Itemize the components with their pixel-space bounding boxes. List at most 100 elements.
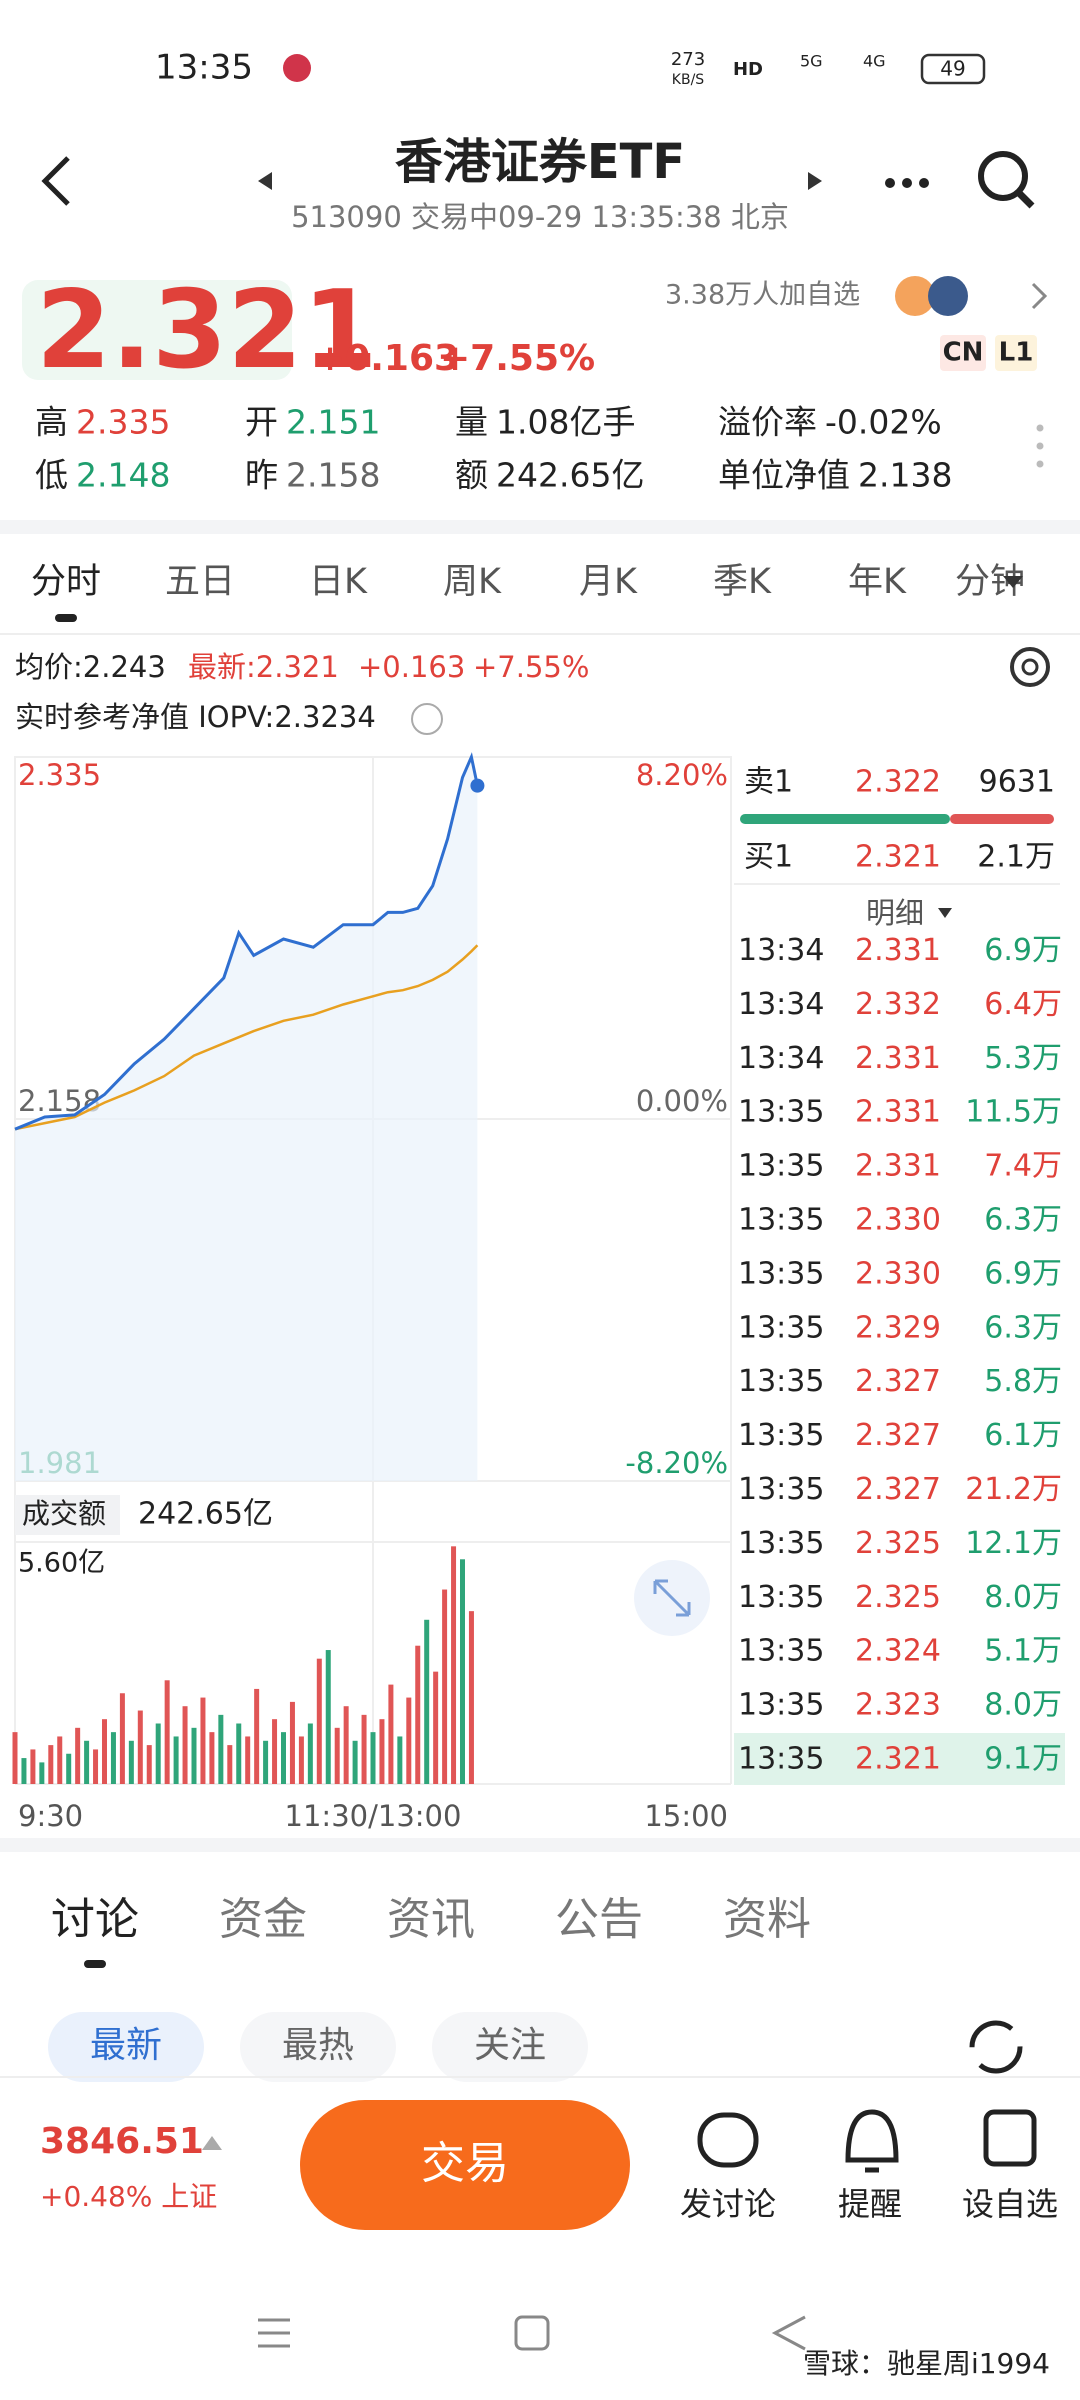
volume-bar xyxy=(93,1749,99,1784)
watchlist-icon[interactable] xyxy=(983,2109,1037,2167)
stat-value: -0.02% xyxy=(825,403,942,442)
iopv: 实时参考净值 IOPV:2.3234 xyxy=(15,700,376,734)
content-tab[interactable]: 讨论 xyxy=(51,1894,139,1945)
discuss-icon[interactable] xyxy=(697,2112,759,2168)
stat-value: 242.65亿 xyxy=(496,456,644,495)
trade-price: 2.331 xyxy=(855,1041,941,1076)
stat-label: 额 xyxy=(455,456,488,495)
settings-button[interactable] xyxy=(1010,647,1050,687)
trade-volume: 5.1万 xyxy=(984,1634,1062,1669)
refresh-button[interactable] xyxy=(969,2020,1023,2074)
trade-time: 13:35 xyxy=(738,1526,824,1561)
filter-label[interactable]: 最新 xyxy=(90,2025,162,2066)
info-icon[interactable] xyxy=(411,703,443,735)
chart-tab[interactable]: 月K xyxy=(579,562,638,602)
volume-bar xyxy=(263,1740,269,1784)
divider xyxy=(0,520,1080,534)
nav-back[interactable] xyxy=(771,2315,806,2351)
filter-label[interactable]: 关注 xyxy=(474,2025,546,2066)
content-tab[interactable]: 公告 xyxy=(555,1894,643,1945)
volume-bar xyxy=(415,1645,421,1784)
more-button[interactable] xyxy=(885,178,929,188)
volume-bar xyxy=(119,1693,125,1784)
chart-tab[interactable]: 季K xyxy=(713,562,772,602)
pct-tick-label: -8.20% xyxy=(625,1446,728,1480)
trade-volume: 6.9万 xyxy=(984,1256,1062,1291)
action-label[interactable]: 设自选 xyxy=(962,2185,1058,2223)
volume-bar xyxy=(227,1745,233,1784)
volume-bar xyxy=(254,1688,260,1784)
chart-tab[interactable]: 周K xyxy=(443,562,502,602)
more-dots[interactable] xyxy=(1036,424,1044,468)
trade-price: 2.330 xyxy=(855,1203,941,1238)
alert-icon[interactable] xyxy=(845,2109,899,2173)
filter-pill[interactable] xyxy=(240,2012,396,2082)
nav-menu[interactable] xyxy=(258,2318,290,2348)
next-stock[interactable] xyxy=(808,172,822,190)
trade-button-label[interactable]: 交易 xyxy=(421,2138,509,2189)
content-tab[interactable]: 资金 xyxy=(219,1894,307,1945)
price-highlight xyxy=(22,280,292,380)
battery-level: 49 xyxy=(940,57,965,81)
trade-price: 2.325 xyxy=(855,1526,941,1561)
action-label[interactable]: 提醒 xyxy=(838,2185,902,2223)
chart-tab[interactable]: 五日 xyxy=(165,562,235,602)
filter-pill[interactable] xyxy=(432,2012,588,2082)
search-button[interactable] xyxy=(978,151,1035,209)
stat-label: 量 xyxy=(455,403,488,442)
trade-time: 13:34 xyxy=(738,1041,824,1076)
turnover-label-bg xyxy=(15,1495,120,1535)
volume-bar xyxy=(289,1701,295,1784)
trade-volume: 5.8万 xyxy=(984,1364,1062,1399)
dropdown-arrow[interactable] xyxy=(1003,576,1023,588)
action-label[interactable]: 发讨论 xyxy=(680,2185,776,2223)
back-button[interactable] xyxy=(41,156,70,206)
chart-tab[interactable]: 分时 xyxy=(31,562,101,602)
trade-price: 2.327 xyxy=(855,1472,941,1507)
hd-icon: HD xyxy=(733,59,763,80)
followers-arrow[interactable] xyxy=(1031,282,1048,310)
volume-bar xyxy=(424,1619,430,1784)
trade-volume: 6.3万 xyxy=(984,1310,1062,1345)
stat-value: 2.335 xyxy=(76,403,170,442)
content-tab[interactable]: 资讯 xyxy=(387,1894,475,1945)
trade-time: 13:35 xyxy=(738,1095,824,1130)
expand-button[interactable] xyxy=(634,1560,710,1636)
index-value: 3846.51 xyxy=(40,2121,204,2162)
prev-stock[interactable] xyxy=(258,172,272,190)
nav-home[interactable] xyxy=(514,2315,550,2351)
trade-button[interactable] xyxy=(300,2100,630,2230)
trade-time: 13:35 xyxy=(738,1364,824,1399)
tab-indicator xyxy=(84,1960,106,1968)
y-tick-label: 2.335 xyxy=(18,758,101,792)
stat-label: 溢价率 xyxy=(718,403,817,442)
trade-volume: 21.2万 xyxy=(965,1472,1062,1507)
stat-label: 昨 xyxy=(245,456,278,495)
watermark: 雪球：驰星周i1994 xyxy=(803,2347,1050,2380)
filter-label[interactable]: 最热 xyxy=(282,2025,354,2066)
latest-price: 最新:2.321 xyxy=(188,650,339,684)
volume-bar xyxy=(406,1697,412,1784)
trade-time: 13:35 xyxy=(738,1149,824,1184)
volume-bar xyxy=(39,1762,45,1784)
detail-arrow xyxy=(938,908,952,918)
content-tab[interactable]: 资料 xyxy=(723,1894,811,1945)
chart-tab[interactable]: 年K xyxy=(848,562,907,602)
info-change-pct: +7.55% xyxy=(473,650,589,684)
volume-bar xyxy=(298,1736,304,1784)
info-change: +0.163 xyxy=(358,650,465,684)
volume-bar xyxy=(451,1546,457,1784)
volume-bar xyxy=(307,1723,313,1784)
chart-tab[interactable]: 日K xyxy=(309,562,368,602)
volume-bar xyxy=(218,1714,224,1784)
detail-toggle[interactable]: 明细 xyxy=(866,896,924,930)
trade-time: 13:35 xyxy=(738,1472,824,1507)
trade-price: 2.323 xyxy=(855,1688,941,1723)
volume-bar xyxy=(84,1740,90,1784)
trade-volume: 8.0万 xyxy=(984,1580,1062,1615)
volume-bar xyxy=(21,1758,27,1784)
filter-pill[interactable] xyxy=(48,2012,204,2082)
badge: CN xyxy=(943,338,984,368)
trade-volume: 6.4万 xyxy=(984,987,1062,1022)
